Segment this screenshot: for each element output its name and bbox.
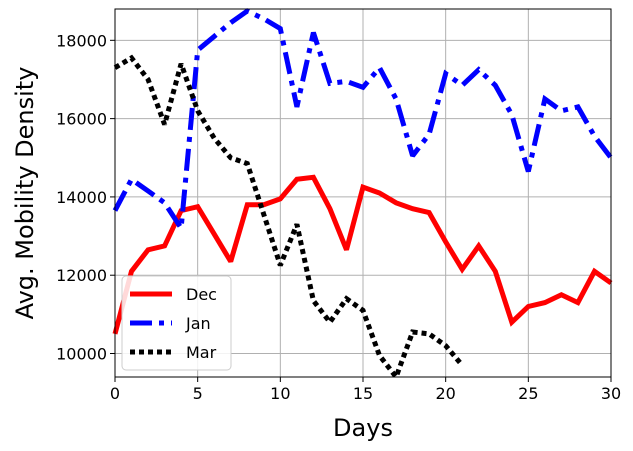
x-tick-label: 15: [353, 384, 373, 403]
x-tick-label: 10: [270, 384, 290, 403]
legend-box: [121, 275, 232, 371]
x-tick-label: 30: [601, 384, 621, 403]
x-tick-label: 5: [193, 384, 203, 403]
y-tick-label: 10000: [56, 345, 107, 364]
series-line-mar: [113, 54, 465, 379]
y-tick-label: 12000: [56, 266, 107, 285]
x-tick-label: 25: [518, 384, 538, 403]
x-axis-label: Days: [333, 414, 393, 442]
legend-label-jan: Jan: [185, 314, 211, 333]
y-tick-label: 14000: [56, 188, 107, 207]
series-layer: [112, 8, 613, 379]
legend: Dec Jan Mar: [121, 275, 232, 371]
x-tick-label: 0: [110, 384, 120, 403]
series-line-jan: [112, 8, 613, 230]
legend-label-mar: Mar: [186, 343, 217, 362]
y-tick-label: 16000: [56, 110, 107, 129]
y-tick-label: 18000: [56, 31, 107, 50]
y-axis-label: Avg. Mobility Density: [11, 67, 39, 320]
legend-label-dec: Dec: [186, 285, 217, 304]
x-tick-label: 20: [435, 384, 455, 403]
series-line-dec: [112, 174, 613, 335]
x-axis-ticks: 0 5 10 15 20 25 30: [110, 377, 621, 403]
y-axis-ticks: 10000 12000 14000 16000 18000: [56, 31, 115, 364]
